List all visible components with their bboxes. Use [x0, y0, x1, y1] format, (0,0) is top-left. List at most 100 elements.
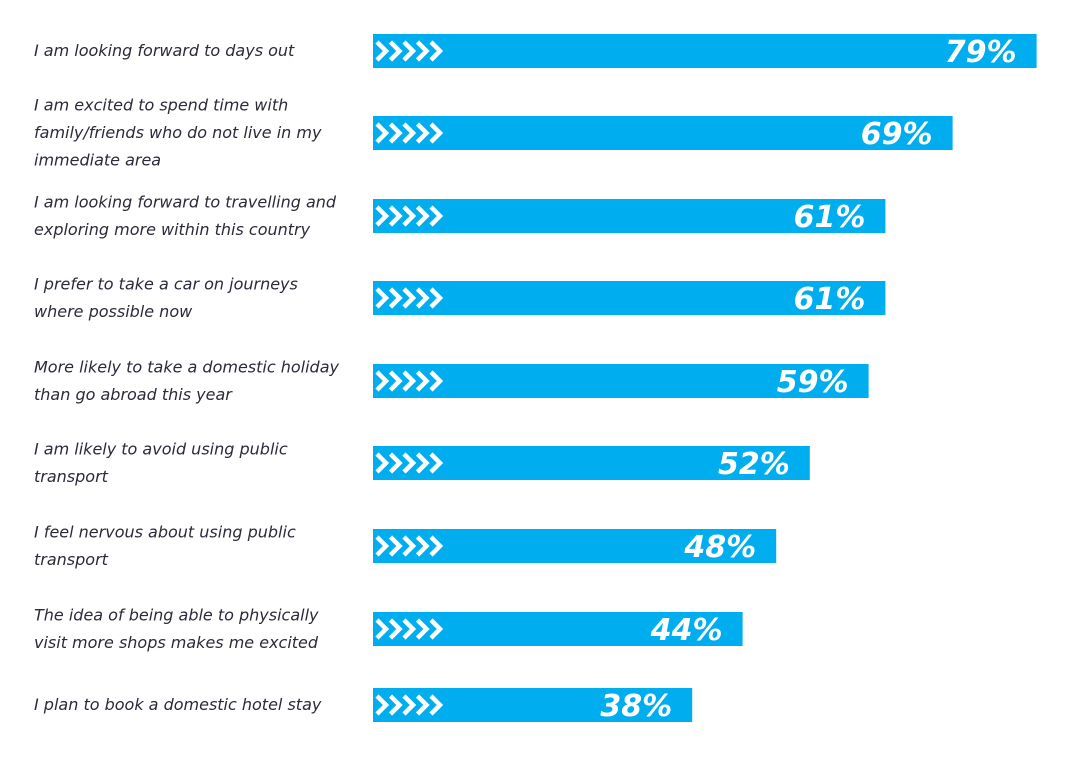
chevron-icon	[429, 370, 444, 392]
chevron-icon	[375, 452, 390, 474]
chevron-arrows-icon	[375, 694, 444, 716]
bar	[373, 612, 743, 646]
category-label-line: where possible now	[34, 302, 193, 321]
chevron-icon	[375, 205, 390, 227]
chevron-icon	[402, 40, 417, 62]
chevron-icon	[415, 452, 430, 474]
category-label: I am looking forward to travelling and ex…	[34, 192, 337, 239]
chevron-icon	[429, 535, 444, 557]
chevron-icon	[415, 205, 430, 227]
bar-row: I feel nervous about using public transpo…	[34, 522, 777, 569]
category-label-line: transport	[34, 550, 109, 569]
chevron-arrows-icon	[375, 205, 444, 227]
category-label-line: The idea of being able to physically	[34, 605, 319, 624]
bar	[373, 116, 953, 150]
category-label: I plan to book a domestic hotel stay	[34, 695, 322, 714]
chevron-icon	[429, 122, 444, 144]
chevron-icon	[375, 40, 390, 62]
chevron-arrows-icon	[375, 535, 444, 557]
category-label-line: immediate area	[34, 151, 161, 170]
chevron-arrows-icon	[375, 452, 444, 474]
category-label-line: transport	[34, 467, 109, 486]
category-label-line: I am excited to spend time with	[34, 96, 288, 115]
category-label: I am looking forward to days out	[34, 41, 295, 60]
value-label: 79%	[945, 35, 1017, 70]
chevron-icon	[415, 287, 430, 309]
chevron-icon	[429, 40, 444, 62]
category-label-line: I feel nervous about using public	[34, 522, 296, 541]
category-label-line: I am looking forward to days out	[34, 41, 295, 60]
bar	[373, 364, 869, 398]
category-label-line: than go abroad this year	[34, 385, 233, 404]
category-label-line: family/friends who do not live in my	[34, 123, 322, 142]
chevron-icon	[415, 618, 430, 640]
chevron-icon	[402, 287, 417, 309]
chevron-icon	[429, 618, 444, 640]
chevron-icon	[388, 618, 403, 640]
category-label-line: I am likely to avoid using public	[34, 439, 288, 458]
chevron-icon	[388, 122, 403, 144]
chevron-icon	[375, 287, 390, 309]
category-label-line: I am looking forward to travelling and	[34, 192, 337, 211]
chevron-icon	[375, 694, 390, 716]
chevron-arrows-icon	[375, 122, 444, 144]
bar-row: I am looking forward to days out 79%	[34, 34, 1037, 70]
value-label: 48%	[683, 530, 756, 565]
chevron-icon	[402, 205, 417, 227]
bar	[373, 199, 886, 233]
bar	[373, 281, 886, 315]
value-label: 69%	[861, 117, 933, 152]
chevron-icon	[429, 452, 444, 474]
category-label: I feel nervous about using public transpo…	[34, 522, 296, 569]
chevron-icon	[415, 370, 430, 392]
chevron-icon	[402, 694, 417, 716]
bar	[373, 446, 810, 480]
bar	[373, 34, 1037, 68]
category-label-line: visit more shops makes me excited	[34, 633, 319, 652]
value-label: 44%	[650, 613, 723, 648]
chevron-icon	[375, 370, 390, 392]
chevron-icon	[375, 122, 390, 144]
category-label: I prefer to take a car on journeys where …	[34, 274, 298, 321]
category-label: I am likely to avoid using public transpo…	[34, 439, 288, 486]
category-label: The idea of being able to physically visi…	[34, 605, 319, 652]
chevron-icon	[415, 122, 430, 144]
chevron-icon	[402, 618, 417, 640]
value-label: 61%	[794, 282, 866, 317]
chevron-arrows-icon	[375, 287, 444, 309]
bar-row: I am likely to avoid using public transpo…	[34, 439, 810, 486]
category-label: More likely to take a domestic holiday th…	[34, 357, 340, 404]
value-label: 38%	[600, 689, 672, 724]
chevron-icon	[388, 535, 403, 557]
chevron-icon	[402, 535, 417, 557]
value-label: 52%	[718, 447, 790, 482]
chevron-icon	[402, 122, 417, 144]
category-label-line: More likely to take a domestic holiday	[34, 357, 340, 376]
chevron-icon	[429, 694, 444, 716]
chevron-icon	[415, 694, 430, 716]
chevron-arrows-icon	[375, 40, 444, 62]
chevron-icon	[402, 452, 417, 474]
chevron-icon	[415, 40, 430, 62]
bar-row: The idea of being able to physically visi…	[34, 605, 743, 652]
chevron-icon	[415, 535, 430, 557]
bar-row: I am looking forward to travelling and ex…	[34, 192, 886, 239]
chevron-icon	[429, 205, 444, 227]
category-label: I am excited to spend time with family/fr…	[34, 96, 322, 170]
category-label-line: I plan to book a domestic hotel stay	[34, 695, 322, 714]
bar-row: I prefer to take a car on journeys where …	[34, 274, 886, 321]
chevron-icon	[388, 370, 403, 392]
chevron-icon	[429, 287, 444, 309]
chevron-arrows-icon	[375, 370, 444, 392]
chevron-arrows-icon	[375, 618, 444, 640]
chevron-icon	[388, 452, 403, 474]
bar-row: I plan to book a domestic hotel stay 38%	[34, 688, 693, 724]
bar-row: I am excited to spend time with family/fr…	[34, 96, 953, 170]
chevron-icon	[388, 287, 403, 309]
chevron-icon	[388, 40, 403, 62]
value-label: 61%	[794, 200, 866, 235]
chevron-icon	[402, 370, 417, 392]
chevron-icon	[375, 535, 390, 557]
category-label-line: exploring more within this country	[34, 220, 311, 239]
